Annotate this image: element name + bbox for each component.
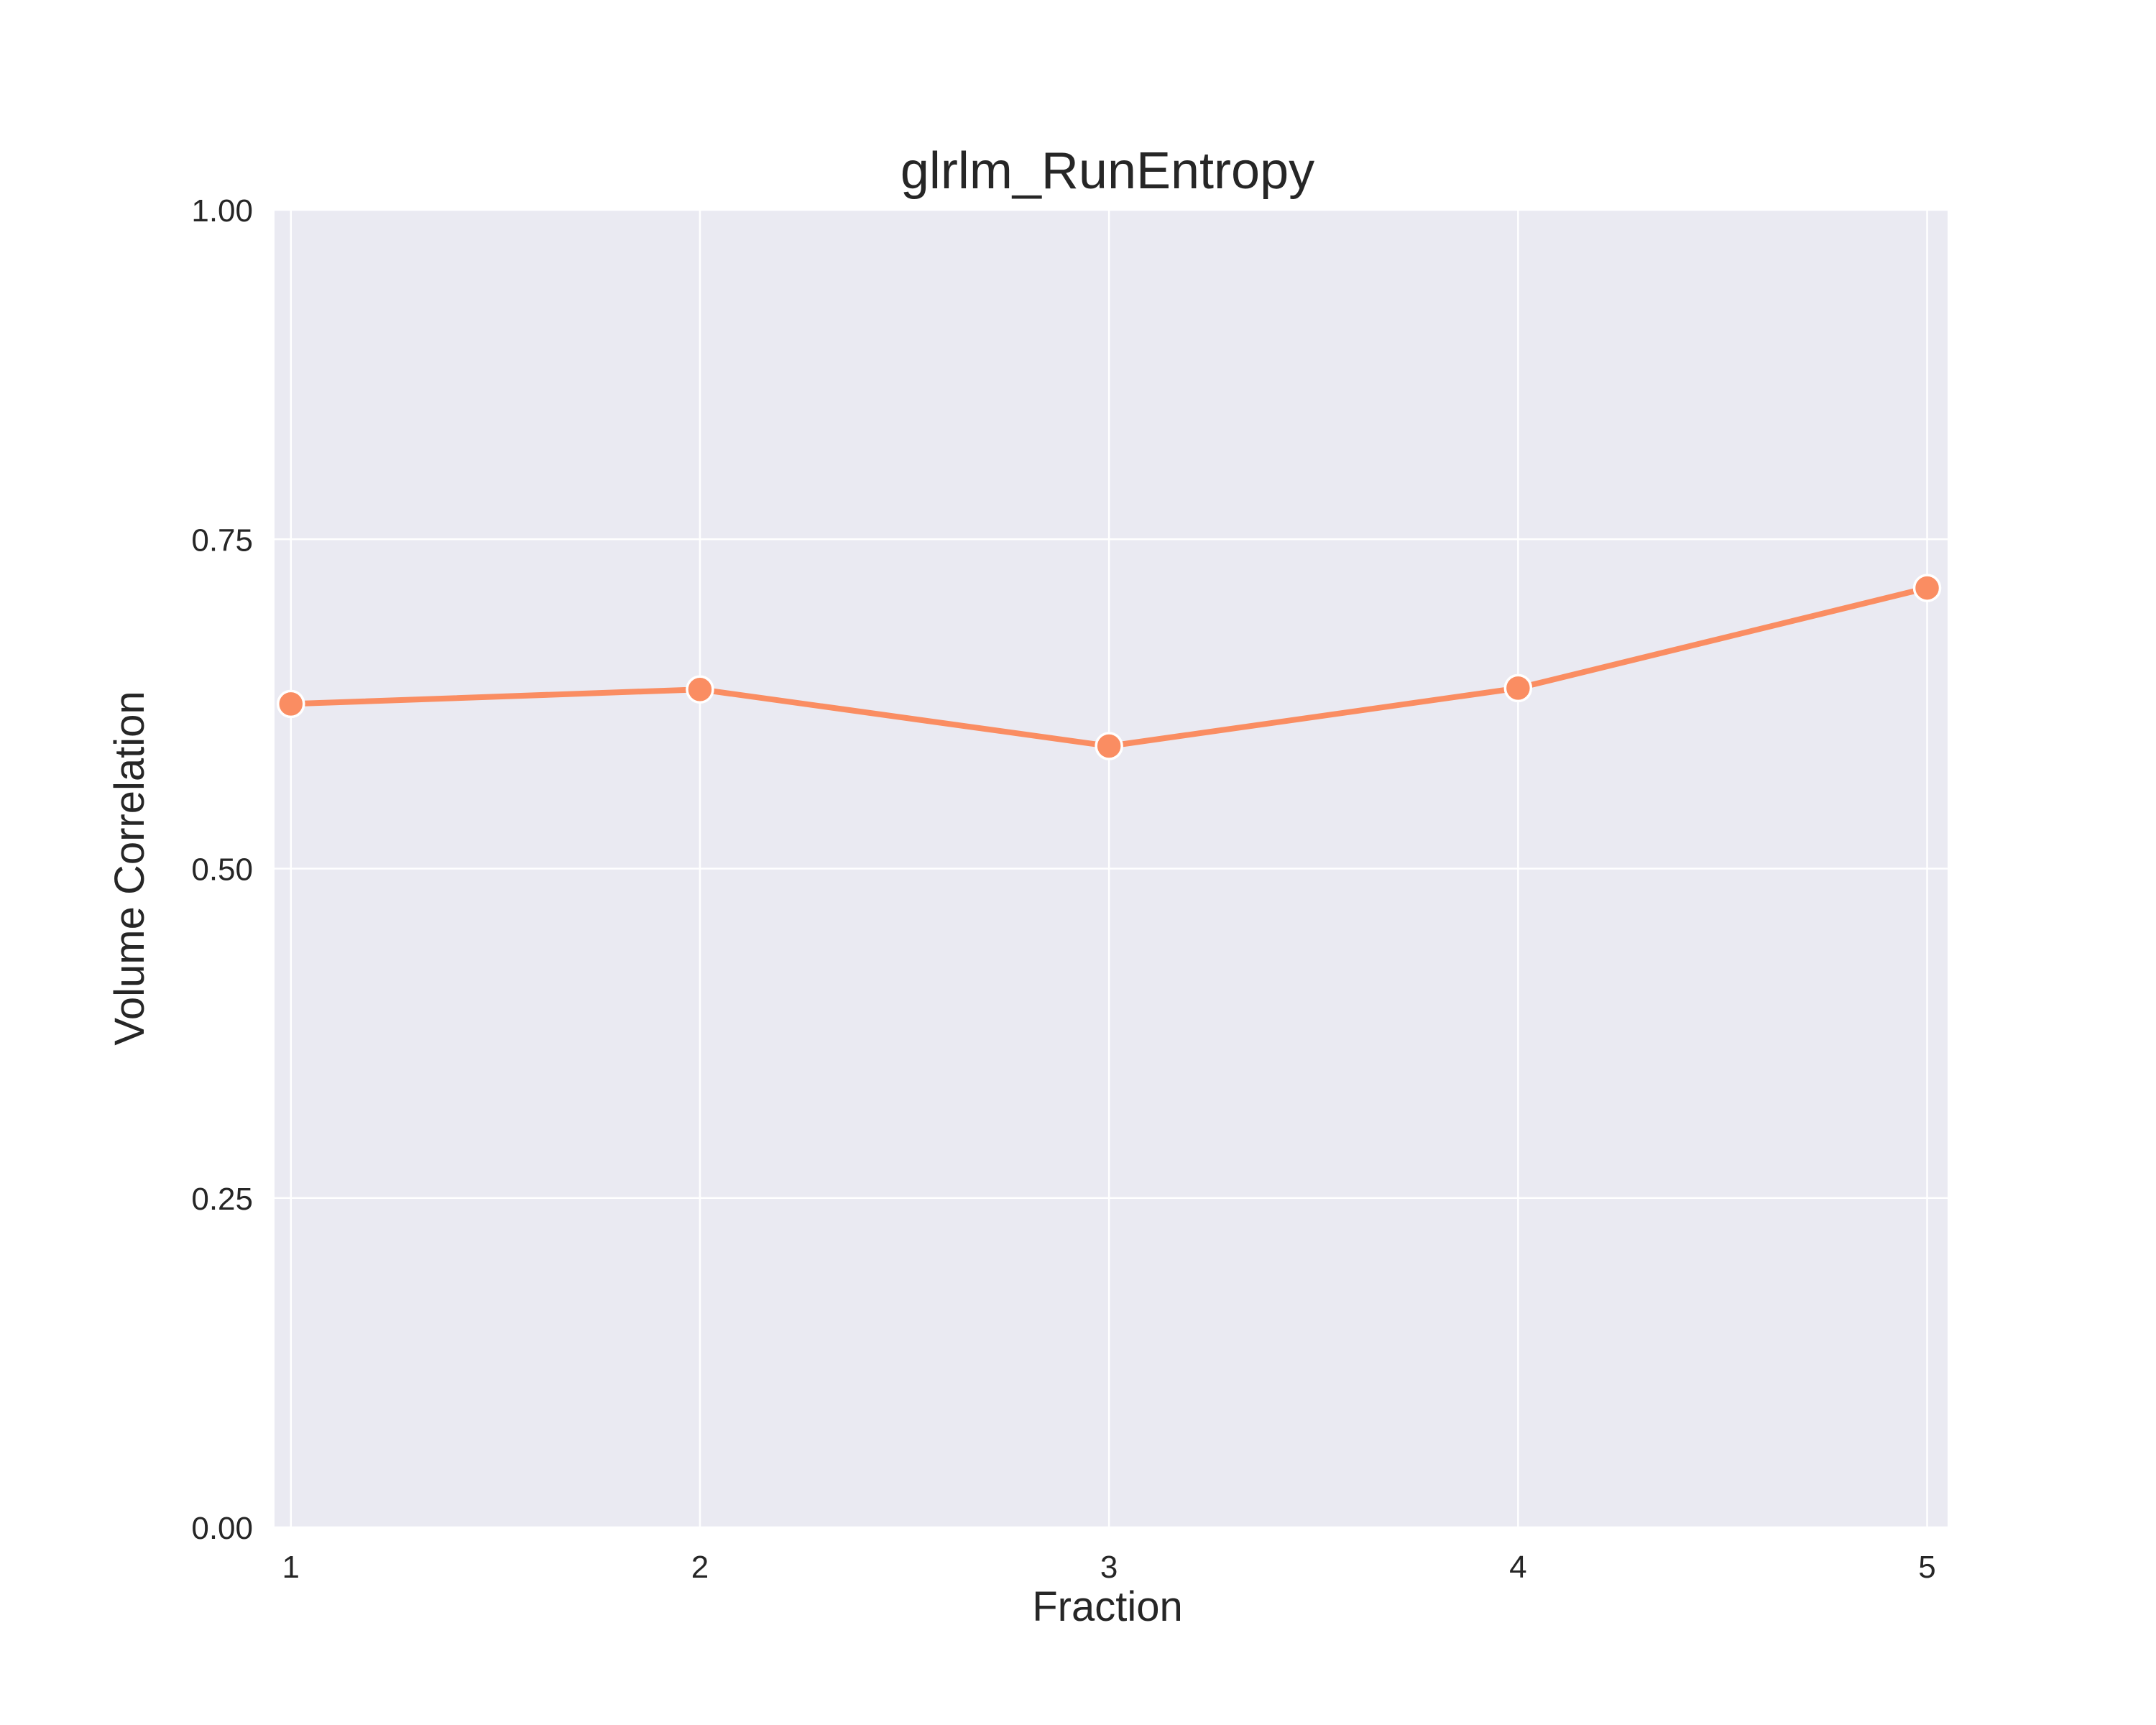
y-axis-label: Volume Correlation (106, 691, 153, 1045)
grid (275, 208, 1948, 1529)
y-tick-label: 0.75 (191, 523, 253, 558)
chart-title: glrlm_RunEntropy (900, 142, 1314, 200)
data-point (1912, 574, 1942, 602)
y-tick-label: 1.00 (191, 193, 253, 229)
data-point (686, 675, 714, 704)
y-tick-label: 0.50 (191, 852, 253, 888)
y-tick-label: 0.00 (191, 1511, 253, 1546)
x-tick-label: 5 (1918, 1550, 1935, 1585)
tick-labels: 1 2 3 4 5 0.00 0.25 0.50 0.75 1.00 (191, 193, 1935, 1585)
series-layer (277, 574, 1942, 760)
data-point (277, 689, 305, 719)
x-tick-label: 2 (691, 1550, 709, 1585)
x-tick-label: 3 (1100, 1550, 1118, 1585)
x-tick-label: 1 (282, 1550, 300, 1585)
data-point (1095, 732, 1123, 760)
x-axis-label: Fraction (1032, 1583, 1183, 1630)
y-tick-label: 0.25 (191, 1182, 253, 1217)
x-tick-label: 4 (1509, 1550, 1526, 1585)
data-point (1503, 673, 1533, 703)
